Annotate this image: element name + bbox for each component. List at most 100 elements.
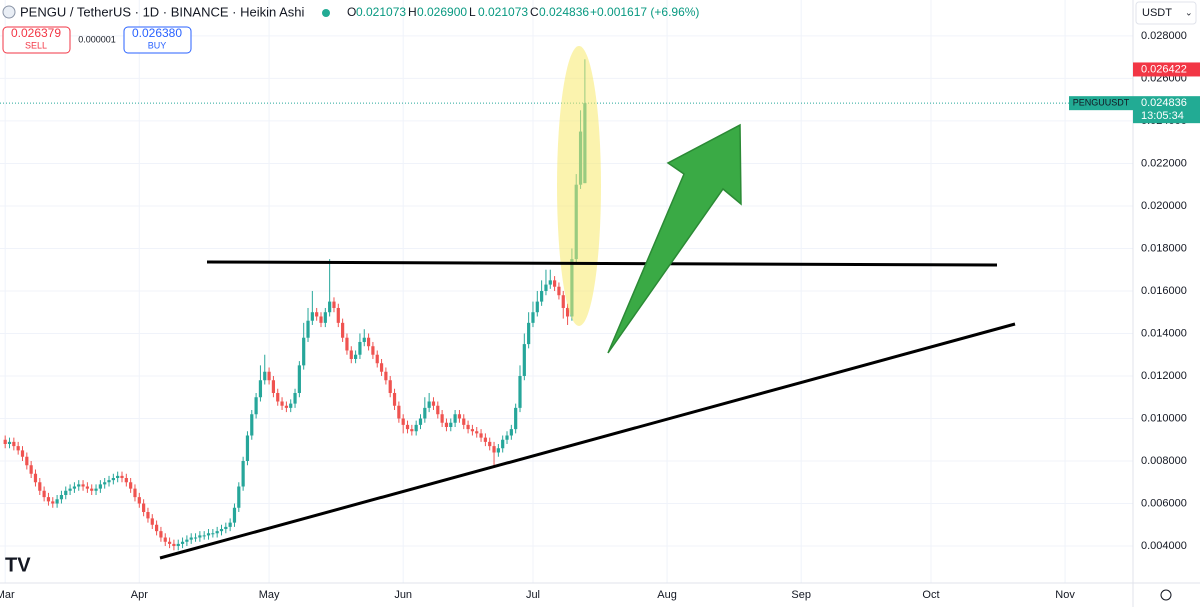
candle-body	[33, 473, 38, 483]
countdown: 13:05:34	[1141, 110, 1184, 122]
candle-body	[418, 418, 423, 425]
candle-body	[241, 461, 245, 487]
candle-body	[466, 424, 470, 430]
candle-body	[289, 403, 293, 408]
candle-body	[116, 475, 120, 479]
candle-body	[120, 475, 124, 479]
candle-body	[232, 507, 237, 523]
candle-body	[557, 286, 561, 296]
buy-box[interactable]	[123, 26, 192, 54]
sell-price[interactable]: 0.026379	[11, 26, 61, 40]
candle-body	[388, 380, 392, 393]
sell-label[interactable]: SELL	[25, 40, 47, 50]
currency-caret[interactable]: ⌄	[1185, 7, 1193, 17]
y-tick-label: 0.006000	[1141, 497, 1187, 509]
tv-logo: TV	[5, 554, 31, 576]
candle-body	[51, 501, 55, 504]
candle-body	[142, 503, 146, 513]
x-tick-label: Sep	[791, 589, 811, 601]
candle-body	[107, 480, 111, 483]
candle-body	[90, 488, 94, 491]
buy-label[interactable]: BUY	[148, 40, 167, 50]
symbol-logo	[2, 5, 16, 19]
candle-body	[479, 433, 483, 438]
candle-body	[202, 535, 206, 537]
candle-body	[263, 371, 267, 381]
candle-body	[280, 401, 284, 406]
sell-box[interactable]	[2, 26, 71, 54]
candle-body	[444, 422, 449, 427]
plot	[0, 0, 1133, 583]
candle-body	[328, 301, 332, 313]
last-tag	[1133, 96, 1200, 124]
candle-body	[440, 414, 444, 423]
symbol-tag-label: PENGUUSDT	[1073, 98, 1130, 108]
candle-body	[94, 488, 98, 491]
candle-body	[371, 346, 375, 355]
y-tick-label: 0.010000	[1141, 412, 1187, 424]
spread: 0.000001	[78, 34, 116, 44]
candle-body	[206, 533, 211, 536]
candle-body	[64, 490, 68, 496]
candle-body	[293, 392, 297, 404]
axes: 0.004000 0.006000 0.008000 0.010000 0.012000…	[0, 30, 1200, 601]
candle-body	[155, 524, 159, 532]
candle-body	[129, 482, 133, 489]
candle-body	[258, 380, 263, 398]
y-tick-label: 0.022000	[1141, 157, 1187, 169]
candle-body	[111, 478, 115, 481]
y-tick-label: 0.004000	[1141, 540, 1187, 552]
buy-button[interactable]: 0.026380 BUY	[123, 26, 192, 54]
candle-body	[449, 422, 453, 427]
ohlc-value: 0.021073	[478, 5, 528, 19]
ohlc-label: O	[347, 5, 356, 19]
up-arrow	[607, 123, 742, 354]
x-tick-label: May	[259, 589, 280, 601]
candle-body	[306, 320, 310, 338]
candle-body	[345, 337, 349, 351]
high-tag	[1133, 62, 1200, 77]
candle-body	[250, 414, 254, 436]
candle-body	[103, 482, 107, 485]
candle-body	[561, 295, 565, 308]
candle-body	[392, 392, 397, 406]
ohlc-label: L	[469, 5, 476, 19]
candle-body	[470, 429, 475, 432]
candle-body	[496, 448, 500, 453]
candle-body	[384, 371, 388, 381]
candle-body	[254, 397, 258, 415]
ohlc-value: 0.026900	[417, 5, 467, 19]
candle-body	[25, 456, 29, 466]
market-status	[322, 9, 330, 17]
candle-body	[475, 431, 479, 434]
ohlc-value: 0.021073	[356, 5, 406, 19]
candle-body	[310, 312, 314, 321]
sell-button[interactable]: 0.026379 SELL	[2, 26, 71, 54]
x-tick-label: Mar	[0, 589, 15, 601]
candle-body	[20, 450, 25, 457]
currency[interactable]: USDT	[1142, 7, 1172, 19]
candle-body	[237, 486, 241, 508]
candle-body	[354, 354, 358, 359]
y-tick-label: 0.012000	[1141, 370, 1187, 382]
candle-body	[189, 537, 193, 540]
ohlc: O 0.021073 H 0.026900 L 0.021073 C 0.024836	[347, 5, 589, 19]
change: +0.001617 (+6.96%)	[590, 5, 699, 19]
candle-body	[215, 531, 219, 534]
candle-body	[12, 441, 16, 447]
candle-body	[505, 435, 509, 440]
candle-body	[267, 371, 271, 381]
candle-body	[150, 518, 154, 525]
buy-price[interactable]: 0.026380	[132, 26, 182, 40]
currency-button[interactable]	[1135, 1, 1197, 25]
candle-body	[228, 522, 232, 527]
x-tick-label: Oct	[922, 589, 939, 601]
candle-body	[284, 405, 288, 408]
highlight-ellipse	[557, 46, 601, 326]
candle-body	[167, 541, 172, 544]
settings-icon[interactable]	[1160, 589, 1172, 601]
x-tick-label: Jul	[526, 589, 540, 601]
candle-body	[492, 446, 496, 453]
candle-body	[405, 424, 410, 430]
